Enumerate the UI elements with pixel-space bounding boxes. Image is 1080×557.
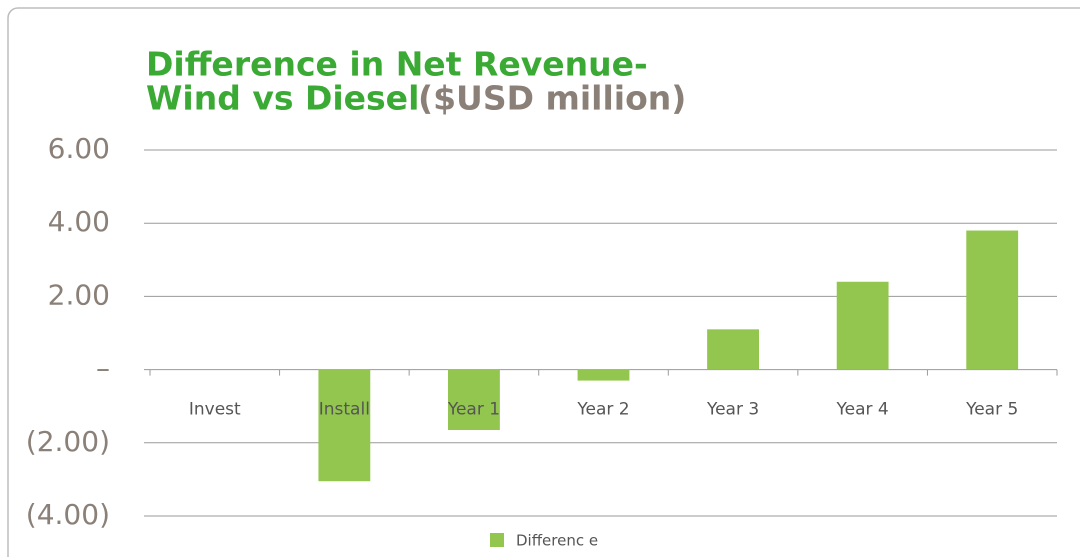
y-tick-label: – xyxy=(96,352,110,385)
x-tick-label: Year 4 xyxy=(836,400,889,420)
legend-label: Differenc e xyxy=(516,532,598,550)
legend-swatch xyxy=(490,533,504,547)
x-tick-label: Invest xyxy=(189,400,241,420)
chart-title: Difference in Net Revenue- xyxy=(146,45,648,84)
x-tick-label: Install xyxy=(319,400,370,420)
bar xyxy=(577,369,630,381)
y-tick-label: (2.00) xyxy=(26,425,110,458)
frame xyxy=(7,7,1080,557)
bar xyxy=(836,281,889,370)
chart-subtitle: ($USD million) xyxy=(418,79,686,118)
bar xyxy=(707,329,759,370)
x-tick-label: Year 5 xyxy=(965,400,1018,420)
x-tick-label: Year 3 xyxy=(706,400,759,420)
y-tick-label: 4.00 xyxy=(48,205,110,238)
chart-title: Wind vs Diesel xyxy=(146,79,419,118)
bar xyxy=(966,230,1019,370)
y-tick-label: (4.00) xyxy=(26,498,110,531)
x-tick-label: Year 1 xyxy=(447,400,500,420)
y-tick-label: 2.00 xyxy=(48,278,110,311)
x-tick-label: Year 2 xyxy=(576,400,629,420)
bar xyxy=(448,369,500,430)
bar xyxy=(318,369,371,482)
y-tick-label: 6.00 xyxy=(48,132,110,165)
